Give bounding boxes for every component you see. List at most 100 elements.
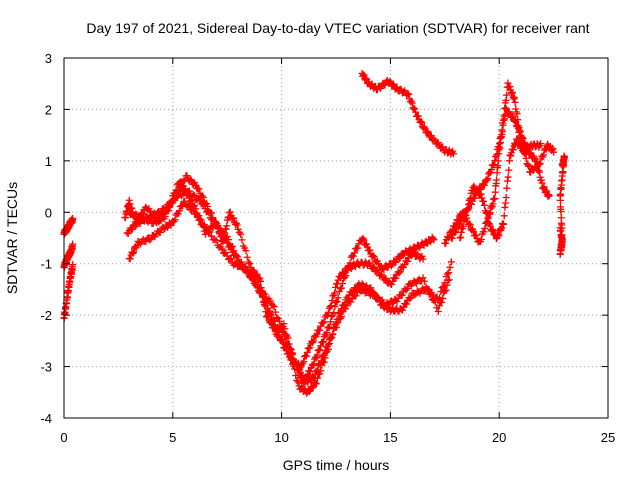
data-point bbox=[253, 281, 261, 289]
data-point bbox=[213, 220, 221, 228]
data-point bbox=[293, 376, 301, 384]
data-point bbox=[471, 194, 479, 202]
data-point bbox=[237, 258, 245, 266]
data-point bbox=[337, 284, 345, 292]
x-tick-label: 5 bbox=[169, 430, 176, 445]
data-point bbox=[242, 247, 250, 255]
data-point bbox=[324, 309, 332, 317]
x-tick-label: 20 bbox=[492, 430, 506, 445]
y-tick-label: -4 bbox=[40, 411, 52, 426]
data-point bbox=[480, 198, 488, 206]
data-point bbox=[179, 202, 187, 210]
data-point bbox=[520, 140, 528, 148]
data-point bbox=[506, 83, 514, 91]
data-point bbox=[486, 169, 494, 177]
data-point bbox=[270, 303, 278, 311]
data-point bbox=[439, 294, 447, 302]
data-point bbox=[411, 291, 419, 299]
data-point bbox=[218, 230, 226, 238]
data-point bbox=[408, 99, 416, 107]
data-point bbox=[292, 372, 300, 380]
x-tick-label: 10 bbox=[274, 430, 288, 445]
data-point bbox=[319, 339, 327, 347]
data-point bbox=[360, 236, 368, 244]
data-point bbox=[407, 293, 415, 301]
data-point bbox=[233, 252, 241, 260]
data-point bbox=[329, 331, 337, 339]
data-point bbox=[369, 252, 377, 260]
data-point bbox=[313, 330, 321, 338]
data-point bbox=[347, 298, 355, 306]
data-point bbox=[405, 90, 413, 98]
data-point bbox=[503, 177, 511, 185]
data-point bbox=[326, 303, 334, 311]
series-pass-g bbox=[123, 172, 427, 372]
data-point bbox=[463, 214, 471, 222]
data-point bbox=[519, 134, 527, 142]
data-point bbox=[270, 317, 278, 325]
data-point bbox=[558, 161, 566, 169]
data-point bbox=[226, 208, 234, 216]
data-point bbox=[330, 324, 338, 332]
data-point bbox=[280, 320, 288, 328]
data-point bbox=[443, 270, 451, 278]
series-pass-h bbox=[358, 69, 458, 158]
data-point bbox=[161, 213, 169, 221]
data-point bbox=[146, 236, 154, 244]
data-point bbox=[331, 289, 339, 297]
x-tick-label: 25 bbox=[601, 430, 615, 445]
data-point bbox=[222, 249, 230, 257]
data-point bbox=[502, 104, 510, 112]
data-point bbox=[237, 230, 245, 238]
data-point bbox=[69, 240, 77, 248]
data-point bbox=[349, 252, 357, 260]
data-point bbox=[495, 231, 503, 239]
data-point bbox=[208, 232, 216, 240]
data-point bbox=[370, 253, 378, 261]
data-point bbox=[354, 244, 362, 252]
data-point bbox=[544, 192, 552, 200]
data-point bbox=[499, 121, 507, 129]
data-point bbox=[338, 313, 346, 321]
data-point bbox=[303, 378, 311, 386]
data-point bbox=[321, 354, 329, 362]
data-point bbox=[396, 268, 404, 276]
data-point bbox=[201, 223, 209, 231]
data-point bbox=[481, 224, 489, 232]
data-point bbox=[430, 236, 438, 244]
data-point bbox=[212, 237, 220, 245]
data-point bbox=[195, 185, 203, 193]
data-point bbox=[503, 91, 511, 99]
data-point bbox=[271, 322, 279, 330]
data-point bbox=[403, 284, 411, 292]
data-point bbox=[341, 300, 349, 308]
data-point bbox=[334, 294, 342, 302]
data-point bbox=[487, 166, 495, 174]
data-point bbox=[333, 297, 341, 305]
data-point bbox=[262, 299, 270, 307]
data-point bbox=[548, 144, 556, 152]
data-point bbox=[438, 284, 446, 292]
data-point bbox=[340, 301, 348, 309]
data-point bbox=[124, 230, 132, 238]
data-point bbox=[399, 251, 407, 259]
series-pass-l bbox=[556, 152, 568, 258]
series-pass-b bbox=[60, 240, 77, 272]
y-tick-label: 3 bbox=[45, 51, 52, 66]
data-point bbox=[374, 260, 382, 268]
series-pass-a bbox=[60, 261, 77, 322]
data-point bbox=[398, 306, 406, 314]
data-point bbox=[445, 269, 453, 277]
data-point bbox=[283, 340, 291, 348]
data-point bbox=[366, 246, 374, 254]
data-point bbox=[493, 176, 501, 184]
data-point bbox=[522, 155, 530, 163]
data-point bbox=[404, 257, 412, 265]
data-point bbox=[446, 263, 454, 271]
y-tick-label: -2 bbox=[40, 308, 52, 323]
data-point bbox=[186, 175, 194, 183]
data-point bbox=[374, 294, 382, 302]
data-point bbox=[256, 274, 264, 282]
data-point bbox=[258, 289, 266, 297]
